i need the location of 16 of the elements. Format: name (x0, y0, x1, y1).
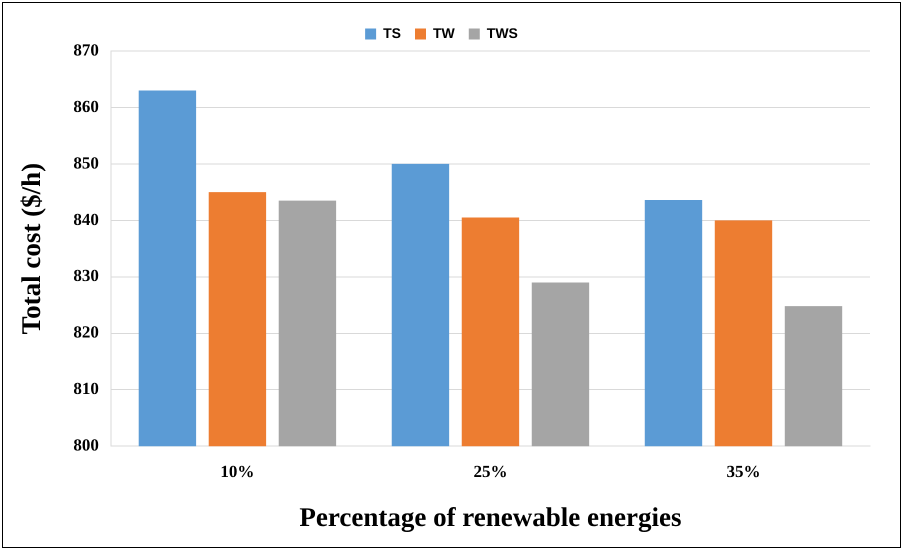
legend-label: TW (433, 24, 456, 41)
y-tick-label: 850 (73, 153, 99, 172)
legend-label: TWS (486, 24, 518, 41)
x-tick-label: 10% (220, 462, 254, 481)
y-tick-label: 860 (73, 96, 99, 116)
x-tick-label: 35% (726, 462, 760, 481)
y-tick-label: 840 (73, 210, 99, 229)
x-tick-label: 25% (473, 462, 508, 481)
y-tick-label: 830 (73, 266, 99, 286)
y-tick-label: 800 (73, 436, 99, 455)
y-axis-title: Total cost ($/h) (16, 162, 46, 334)
y-tick-label: 870 (73, 40, 99, 60)
y-tick-label: 820 (73, 322, 99, 342)
legend-label: TS (383, 24, 402, 41)
y-tick-label: 810 (73, 379, 99, 398)
x-axis-title: Percentage of renewable energies (299, 502, 682, 532)
